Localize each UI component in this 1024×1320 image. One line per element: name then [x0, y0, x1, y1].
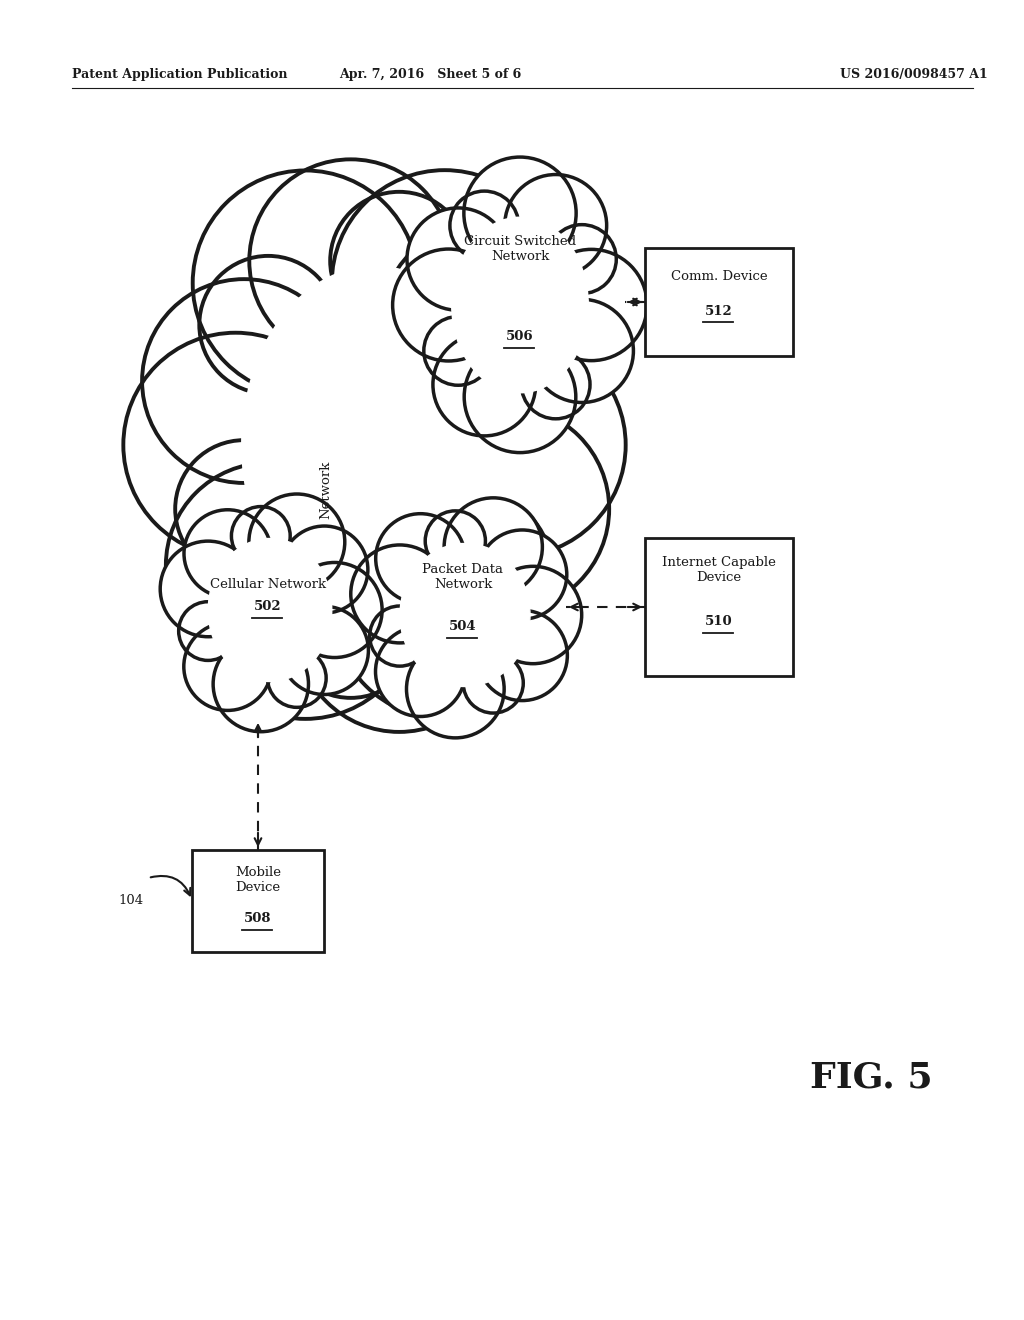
- Circle shape: [505, 174, 606, 276]
- Circle shape: [330, 191, 468, 330]
- Circle shape: [536, 249, 647, 360]
- Ellipse shape: [237, 259, 513, 631]
- Ellipse shape: [397, 541, 532, 689]
- Circle shape: [433, 333, 536, 436]
- Circle shape: [282, 561, 420, 698]
- Circle shape: [444, 498, 543, 597]
- Circle shape: [333, 495, 556, 718]
- Circle shape: [370, 606, 430, 667]
- Text: Patent Application Publication: Patent Application Publication: [72, 69, 288, 81]
- Circle shape: [287, 562, 382, 657]
- Circle shape: [175, 440, 312, 578]
- Circle shape: [424, 317, 493, 385]
- Circle shape: [213, 636, 308, 731]
- Circle shape: [413, 496, 551, 634]
- Ellipse shape: [242, 267, 508, 624]
- Circle shape: [463, 653, 523, 713]
- Ellipse shape: [452, 218, 588, 393]
- Circle shape: [142, 279, 346, 483]
- Text: 512: 512: [706, 305, 733, 318]
- Text: Comm. Device: Comm. Device: [671, 271, 767, 282]
- Ellipse shape: [450, 214, 591, 396]
- Circle shape: [376, 513, 465, 603]
- Text: 506: 506: [506, 330, 534, 343]
- Circle shape: [521, 350, 590, 418]
- Text: Internet Capable
Device: Internet Capable Device: [663, 556, 776, 583]
- Circle shape: [249, 494, 345, 590]
- Circle shape: [160, 541, 256, 636]
- Circle shape: [267, 648, 327, 708]
- Circle shape: [530, 300, 634, 403]
- Circle shape: [450, 191, 519, 260]
- Circle shape: [484, 566, 582, 664]
- Text: Packet Data
Network: Packet Data Network: [423, 564, 504, 591]
- Circle shape: [281, 606, 369, 694]
- Circle shape: [193, 170, 418, 396]
- Text: US 2016/0098457 A1: US 2016/0098457 A1: [840, 69, 988, 81]
- Text: 510: 510: [706, 615, 733, 628]
- Text: Circuit Switched
Network: Circuit Switched Network: [464, 235, 577, 263]
- Circle shape: [381, 223, 583, 426]
- Text: Mobile
Device: Mobile Device: [234, 866, 281, 894]
- Ellipse shape: [208, 539, 332, 681]
- Circle shape: [194, 495, 417, 719]
- Circle shape: [332, 170, 558, 396]
- Circle shape: [403, 334, 626, 556]
- Ellipse shape: [400, 544, 530, 686]
- Text: Cellular Network: Cellular Network: [210, 578, 326, 591]
- Bar: [645, 539, 793, 676]
- FancyArrowPatch shape: [151, 876, 190, 895]
- Ellipse shape: [206, 536, 334, 684]
- Text: 508: 508: [245, 912, 271, 925]
- Bar: [645, 248, 793, 356]
- Circle shape: [178, 602, 238, 660]
- Circle shape: [437, 312, 575, 450]
- Circle shape: [477, 529, 567, 619]
- Bar: [193, 850, 324, 952]
- Circle shape: [166, 463, 371, 668]
- Text: Apr. 7, 2016   Sheet 5 of 6: Apr. 7, 2016 Sheet 5 of 6: [339, 69, 521, 81]
- Circle shape: [376, 627, 466, 717]
- Circle shape: [184, 623, 271, 710]
- Circle shape: [548, 224, 616, 293]
- Circle shape: [231, 507, 290, 565]
- Circle shape: [296, 527, 502, 731]
- Circle shape: [402, 405, 609, 612]
- Circle shape: [425, 511, 485, 572]
- Text: 104: 104: [118, 894, 143, 907]
- Text: 502: 502: [254, 601, 282, 612]
- Circle shape: [407, 640, 504, 738]
- Circle shape: [407, 209, 509, 310]
- Circle shape: [351, 545, 449, 643]
- Circle shape: [392, 249, 505, 360]
- Circle shape: [477, 610, 567, 701]
- Circle shape: [123, 333, 348, 557]
- Text: FIG. 5: FIG. 5: [810, 1060, 933, 1094]
- Circle shape: [281, 527, 368, 612]
- Text: 504: 504: [450, 620, 477, 634]
- Circle shape: [184, 510, 271, 597]
- Circle shape: [464, 341, 575, 453]
- Circle shape: [200, 256, 337, 393]
- Text: Network: Network: [319, 461, 333, 519]
- Circle shape: [249, 160, 453, 362]
- Circle shape: [464, 157, 577, 269]
